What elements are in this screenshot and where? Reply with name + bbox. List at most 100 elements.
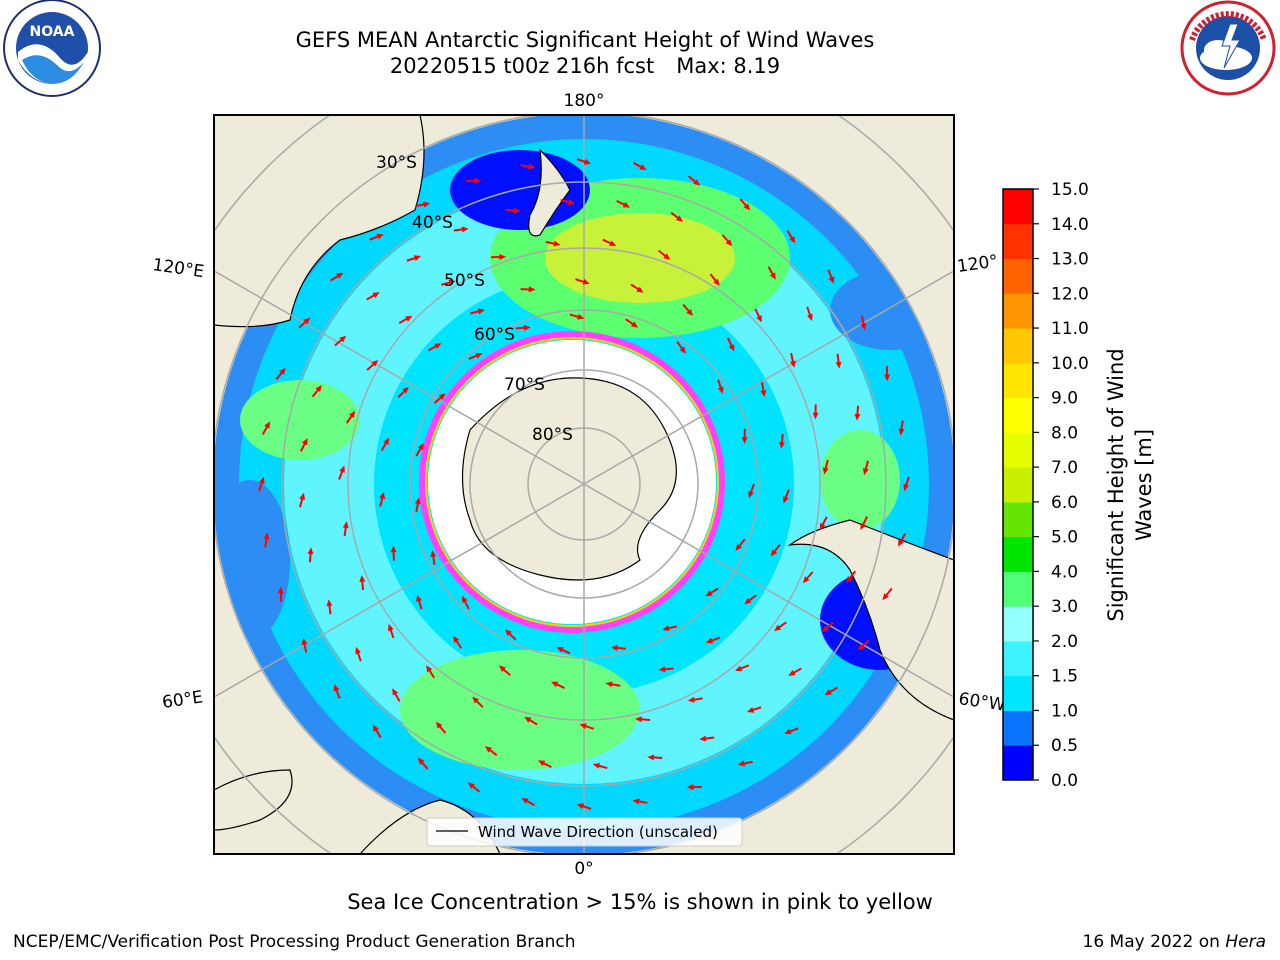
lon-label-120w: 120° bbox=[956, 251, 999, 277]
wind-arrow-head bbox=[725, 239, 733, 247]
colorbar: 0.0 0.5 1.0 1.5 2.0 3.0 4.0 5.0 6.0 7.0 8.0 9.0 10.0… bbox=[1003, 180, 1089, 791]
wind-arrow-head bbox=[663, 253, 671, 260]
wind-arrow-head bbox=[788, 669, 796, 676]
colorbar-title-line2: Waves [m] bbox=[1132, 429, 1156, 541]
wind-arrow-head bbox=[686, 784, 694, 791]
wind-arrow-head bbox=[405, 315, 413, 322]
lat-label-50s: 50°S bbox=[444, 271, 485, 291]
wind-arrow-head bbox=[577, 313, 585, 320]
wind-arrow-head bbox=[835, 361, 842, 369]
wind-arrow-head bbox=[770, 549, 778, 557]
wind-arrow-head bbox=[854, 413, 861, 421]
wind-arrow-head bbox=[897, 539, 904, 547]
colorbar-tick-label: 11.0 bbox=[1051, 319, 1089, 339]
wind-arrow-head bbox=[862, 467, 869, 476]
wind-arrow-head bbox=[435, 721, 443, 729]
colorbar-segment bbox=[1003, 328, 1033, 364]
wind-arrow-head bbox=[713, 278, 720, 286]
wind-arrow-head bbox=[802, 576, 810, 584]
colorbar-segment bbox=[1003, 675, 1033, 711]
wind-arrow-head bbox=[582, 278, 590, 285]
colorbar-segment bbox=[1003, 501, 1033, 538]
wind-arrow-head bbox=[342, 521, 349, 529]
new-zealand-land bbox=[528, 148, 571, 237]
wind-arrow-head bbox=[336, 272, 344, 279]
colorbar-segment bbox=[1003, 432, 1033, 468]
wind-arrow-head bbox=[556, 647, 564, 653]
wind-arrow-head bbox=[748, 490, 754, 499]
wind-arrow-head bbox=[339, 465, 345, 473]
wind-arrow-head bbox=[658, 666, 666, 673]
wind-arrow-head bbox=[882, 593, 889, 601]
wind-arrow-head bbox=[339, 335, 347, 343]
wind-arrow-head bbox=[639, 164, 647, 171]
wind-arrow-head bbox=[705, 637, 714, 644]
wind-arrow-head bbox=[315, 384, 322, 393]
wind-arrow-head bbox=[774, 624, 782, 632]
map-subtitle: 20220515 t00z 216h fcst Max: 8.19 bbox=[0, 53, 1170, 79]
wind-arrow-head bbox=[610, 644, 618, 651]
colorbar-segment bbox=[1003, 223, 1033, 260]
colorbar-tick-label: 1.5 bbox=[1051, 667, 1078, 687]
colorbar-tick-label: 8.0 bbox=[1051, 423, 1078, 443]
wind-arrow-head bbox=[769, 272, 776, 280]
wind-arrow-head bbox=[636, 286, 644, 293]
sea-ice-caption: Sea Ice Concentration > 15% is shown in … bbox=[347, 890, 933, 914]
wind-arrow-head bbox=[438, 393, 446, 400]
sea-ice-edge bbox=[419, 331, 725, 633]
wind-arrow-head bbox=[783, 496, 789, 504]
colorbar-tick-label: 14.0 bbox=[1051, 215, 1089, 235]
wind-arrow-head bbox=[299, 492, 306, 501]
wind-arrow-head bbox=[372, 292, 380, 299]
wind-arrow-head bbox=[504, 629, 512, 637]
wind-arrow-head bbox=[898, 428, 905, 436]
colorbar-tick-label: 10.0 bbox=[1051, 354, 1089, 374]
wind-arrow-head bbox=[474, 177, 482, 184]
wind-arrow-head bbox=[647, 754, 655, 761]
wind-arrow-head bbox=[477, 308, 485, 315]
graticule bbox=[214, 115, 954, 854]
wind-arrow-head bbox=[303, 317, 311, 325]
wind-arrow-head bbox=[699, 735, 707, 742]
colorbar-tick-label: 4.0 bbox=[1051, 562, 1078, 582]
lat-label-30s: 30°S bbox=[376, 153, 417, 173]
wind-arrow-head bbox=[789, 360, 796, 368]
wind-arrow-head bbox=[632, 798, 640, 805]
footer-branch: NCEP/EMC/Verification Post Processing Pr… bbox=[13, 932, 576, 952]
wind-arrow-head bbox=[402, 386, 409, 394]
wind-arrow-head bbox=[822, 467, 829, 475]
map-title: GEFS MEAN Antarctic Significant Height o… bbox=[295, 28, 875, 52]
max-value-label: Max: 8.19 bbox=[676, 54, 781, 78]
wind-arrow-head bbox=[609, 240, 617, 246]
colorbar-segment bbox=[1003, 397, 1033, 433]
colorbar-frame bbox=[1002, 188, 1034, 781]
colorbar-tick-label: 12.0 bbox=[1051, 284, 1089, 304]
wind-arrow-head bbox=[743, 203, 751, 211]
wind-arrow-head bbox=[453, 635, 460, 643]
footer-date: 16 May 2022 on Hera bbox=[1083, 932, 1267, 952]
wind-arrow-head bbox=[622, 201, 631, 208]
wind-arrow-head bbox=[734, 665, 743, 672]
wind-arrow-head bbox=[498, 665, 506, 673]
wind-arrow-head bbox=[417, 757, 425, 765]
wind-arrow-head bbox=[828, 276, 835, 284]
wind-arrow-head bbox=[523, 324, 531, 331]
colorbar-segment bbox=[1003, 710, 1033, 746]
wind-arrow-head bbox=[857, 643, 865, 651]
wind-arrow-head bbox=[760, 389, 767, 398]
colorbar-tick-label: 0.5 bbox=[1051, 736, 1078, 756]
wind-arrow-head bbox=[416, 594, 422, 603]
wind-arrow-head bbox=[333, 684, 340, 692]
lat-label-80s: 80°S bbox=[532, 425, 573, 445]
wind-arrow-head bbox=[528, 163, 536, 170]
wind-arrow-head bbox=[371, 359, 379, 367]
colorbar-segment bbox=[1003, 745, 1033, 781]
wind-arrow-head bbox=[579, 723, 587, 730]
wind-arrow-head bbox=[821, 625, 829, 633]
wind-arrow-head bbox=[484, 746, 493, 753]
wind-arrow-head bbox=[258, 476, 265, 485]
lon-label-120e: 120°E bbox=[151, 255, 205, 282]
wind-arrow-head bbox=[417, 442, 424, 451]
colorbar-segment bbox=[1003, 606, 1033, 642]
legend: Wind Wave Direction (unscaled) bbox=[426, 817, 743, 847]
